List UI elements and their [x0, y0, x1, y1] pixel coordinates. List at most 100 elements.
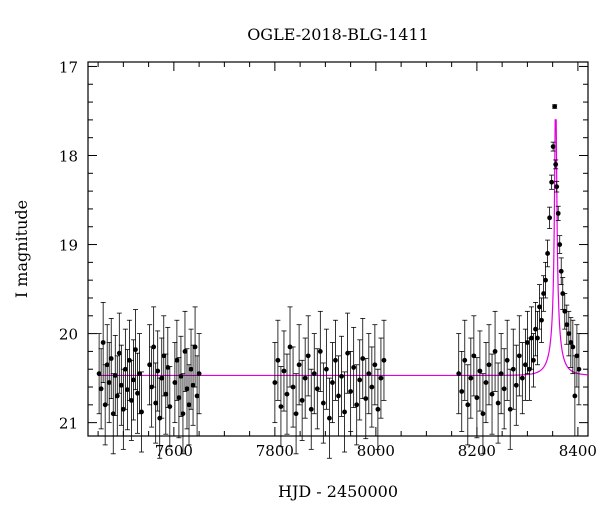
- data-marker: [180, 411, 186, 417]
- data-marker: [524, 340, 530, 345]
- data-point: [572, 355, 578, 437]
- data-marker: [501, 386, 507, 392]
- data-point: [375, 368, 381, 450]
- data-marker: [480, 411, 486, 417]
- data-point: [159, 337, 165, 419]
- data-point: [311, 333, 317, 415]
- data-marker: [174, 357, 180, 363]
- data-point: [161, 315, 167, 397]
- data-point: [474, 357, 480, 439]
- data-marker: [360, 356, 366, 361]
- data-point: [510, 328, 516, 410]
- data-marker: [139, 409, 144, 415]
- data-point: [153, 362, 159, 444]
- y-tick-label: 19: [59, 237, 78, 255]
- data-point: [530, 333, 536, 388]
- data-point: [522, 328, 528, 401]
- data-marker: [369, 384, 375, 390]
- chart-title: OGLE-2018-BLG-1411: [247, 25, 429, 44]
- data-marker: [510, 366, 516, 372]
- data-point: [528, 306, 534, 370]
- data-point: [360, 318, 366, 400]
- data-marker: [495, 400, 501, 406]
- data-point: [314, 348, 320, 430]
- data-marker: [547, 215, 553, 221]
- data-marker: [290, 384, 296, 390]
- data-point: [272, 342, 278, 424]
- y-axis-label: I magnitude: [12, 200, 31, 298]
- data-marker: [110, 411, 116, 417]
- data-point: [180, 373, 186, 455]
- data-point: [381, 319, 387, 401]
- data-marker: [572, 393, 578, 399]
- data-point: [167, 366, 173, 448]
- data-point: [545, 239, 551, 268]
- data-marker: [471, 353, 477, 359]
- data-point: [495, 362, 501, 444]
- data-marker: [459, 389, 465, 394]
- data-marker: [564, 322, 570, 328]
- minor-ticks: [88, 62, 588, 436]
- x-tick-label: 8400: [559, 442, 597, 460]
- data-point: [182, 310, 188, 392]
- data-point: [114, 355, 120, 437]
- data-marker: [287, 344, 293, 350]
- data-point: [547, 206, 553, 229]
- data-marker: [172, 380, 178, 385]
- data-point: [305, 315, 311, 397]
- data-point: [541, 275, 547, 312]
- data-point: [174, 319, 180, 401]
- data-marker: [543, 277, 548, 283]
- data-marker: [188, 366, 194, 372]
- data-marker: [483, 380, 489, 385]
- y-tick-label: 18: [59, 148, 78, 166]
- data-marker: [562, 308, 568, 314]
- data-marker: [539, 317, 544, 323]
- data-point: [483, 342, 489, 424]
- data-marker: [281, 368, 287, 374]
- data-point: [110, 373, 116, 455]
- data-marker: [381, 357, 387, 363]
- data-marker: [133, 347, 138, 353]
- data-marker: [118, 382, 124, 388]
- data-point: [336, 355, 342, 437]
- data-marker: [299, 397, 305, 403]
- data-point: [192, 306, 198, 388]
- data-marker: [545, 251, 550, 256]
- data-marker: [541, 291, 546, 296]
- data-marker: [159, 375, 165, 381]
- data-marker: [504, 357, 510, 363]
- data-point: [345, 312, 351, 394]
- data-point: [296, 324, 302, 406]
- data-marker: [516, 353, 522, 359]
- data-marker: [178, 373, 184, 379]
- data-marker: [308, 406, 314, 412]
- data-marker: [190, 382, 196, 388]
- data-marker: [116, 350, 122, 356]
- data-marker: [574, 353, 580, 359]
- data-marker: [550, 144, 556, 149]
- x-tick-label: 7600: [155, 442, 193, 460]
- data-marker: [513, 382, 519, 388]
- data-marker: [531, 357, 536, 363]
- data-point: [486, 324, 492, 406]
- data-point: [557, 235, 563, 254]
- data-point: [302, 337, 308, 419]
- data-marker: [272, 380, 278, 385]
- data-marker: [184, 386, 190, 392]
- data-marker: [284, 391, 290, 397]
- data-point: [122, 328, 128, 410]
- data-marker: [462, 357, 468, 363]
- data-marker: [167, 404, 173, 410]
- data-point: [326, 377, 332, 459]
- data-point: [104, 324, 110, 406]
- data-point: [459, 351, 465, 432]
- data-point: [186, 364, 192, 446]
- data-marker: [553, 162, 559, 167]
- data-point: [176, 357, 182, 439]
- data-marker: [549, 179, 555, 185]
- data-marker: [468, 375, 474, 381]
- data-point: [468, 337, 474, 419]
- data-marker: [568, 340, 574, 345]
- data-point: [576, 333, 582, 406]
